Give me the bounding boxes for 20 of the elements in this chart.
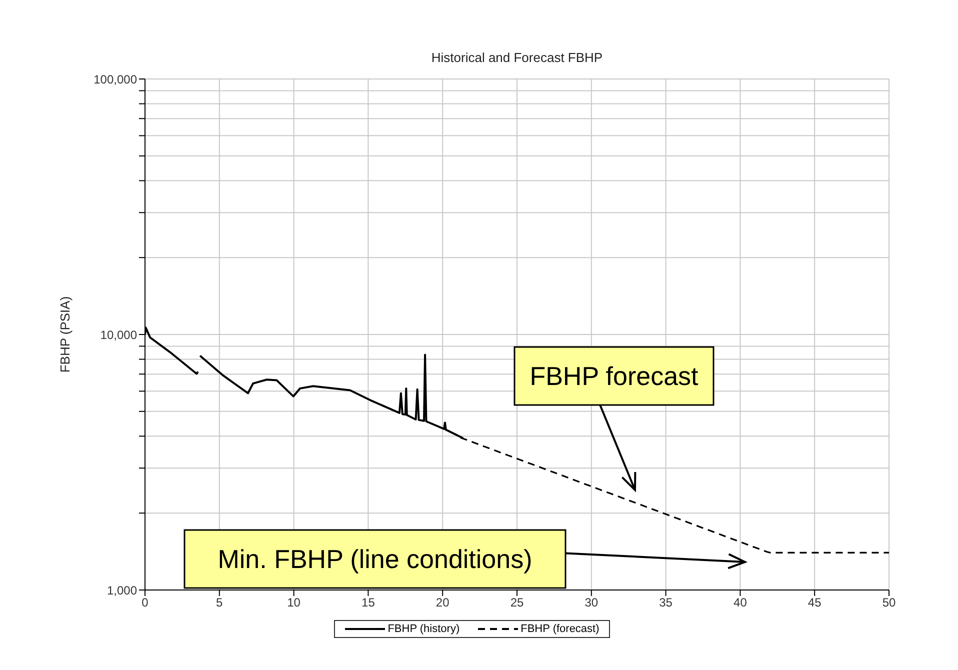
y-axis-title: FBHP (PSIA) (58, 296, 73, 373)
y-tick-label: 1,000 (106, 583, 138, 598)
x-tick-label: 5 (216, 596, 224, 610)
x-tick-label: 0 (142, 596, 149, 610)
x-tick-label: 40 (734, 596, 748, 610)
x-tick-label: 25 (510, 596, 524, 610)
x-tick-label: 45 (808, 596, 822, 610)
legend-label: FBHP (history) (388, 623, 460, 635)
annotation: FBHP forecast (530, 361, 700, 392)
x-tick-label: 35 (659, 596, 673, 610)
x-tick-label: 20 (436, 596, 450, 610)
y-tick-label: 10,000 (100, 328, 138, 342)
chart-title: Historical and Forecast FBHP (430, 50, 604, 65)
x-tick-label: 30 (584, 596, 598, 610)
annotation: Min. FBHP (line conditions) (218, 544, 532, 574)
y-tick-label: 100,000 (94, 72, 138, 86)
x-tick-label: 10 (287, 596, 301, 610)
x-tick-label: 15 (362, 596, 376, 610)
legend-label: FBHP (forecast) (520, 623, 600, 635)
x-tick-label: 50 (882, 596, 896, 610)
